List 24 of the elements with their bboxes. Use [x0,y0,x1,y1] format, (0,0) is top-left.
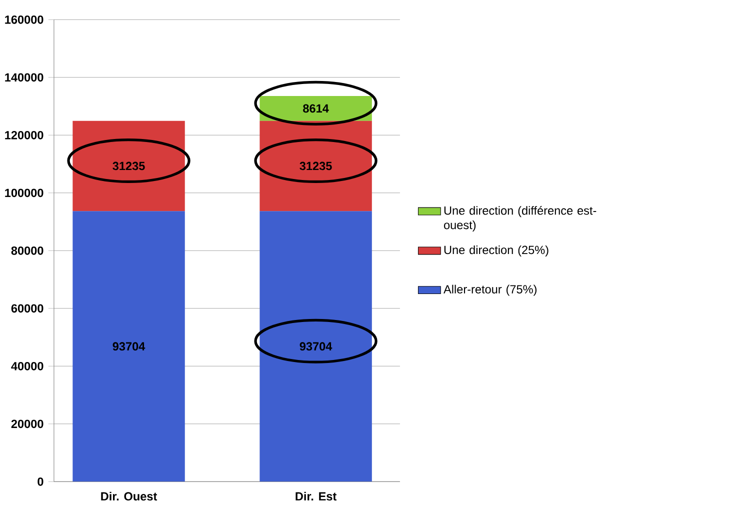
y-tick-label: 140000 [5,73,44,82]
y-tick-label: 40000 [11,362,44,370]
y-tick-label: 0 [38,478,44,486]
bar [260,96,372,121]
bar [260,120,372,212]
y-tick-label: 120000 [5,131,44,140]
data-label: 93704 [112,342,146,351]
y-tick-label: 160000 [5,16,44,24]
legend-label: Une direction (25%) [444,246,548,257]
x-tick-label: Dir. Est [296,492,337,501]
y-tick-label: 80000 [11,246,44,255]
data-label: 31235 [112,162,145,170]
bar [260,211,372,482]
data-label: 8614 [303,104,329,113]
data-label: 31235 [300,162,332,170]
y-tick-label: 20000 [11,420,44,428]
bar [72,120,185,212]
legend-label: Aller-retour (75%) [444,284,537,296]
bar [72,211,185,482]
y-tick-label: 100000 [5,188,44,198]
y-tick-label: 60000 [11,304,44,313]
data-label: 93704 [300,342,332,351]
legend-label: Une direction (différence est-ouest) [444,206,596,232]
x-tick-label: Dir. Ouest [101,492,158,501]
